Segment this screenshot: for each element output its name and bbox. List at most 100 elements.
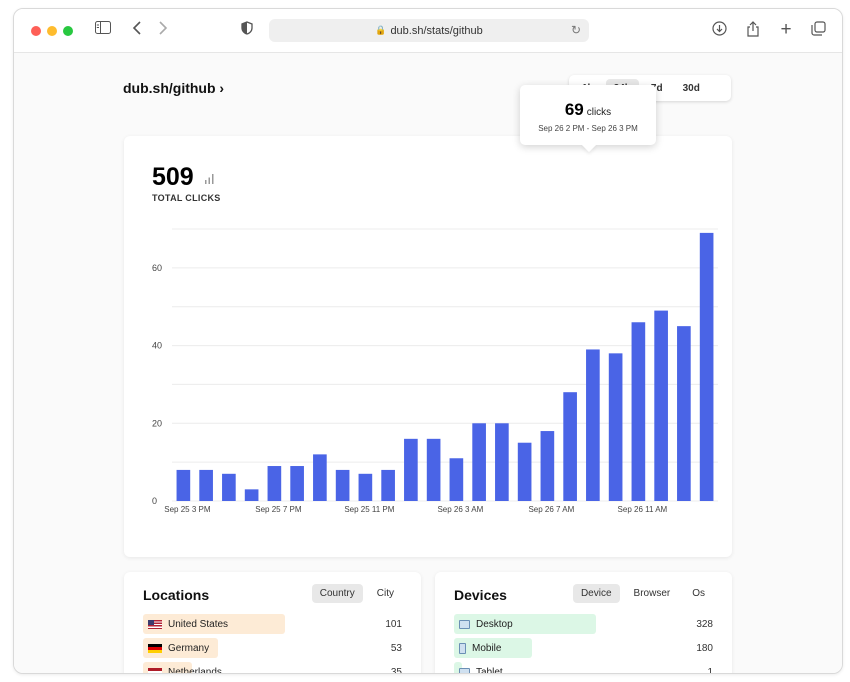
locations-row-count: 35 (390, 667, 402, 674)
devices-tab-browser[interactable]: Browser (625, 584, 679, 603)
forward-icon[interactable] (156, 21, 170, 39)
total-clicks-label: TOTAL CLICKS (152, 193, 221, 203)
x-tick-label: Sep 25 3 PM (164, 505, 211, 514)
bar-12[interactable] (449, 458, 464, 501)
minimize-window-button[interactable] (47, 26, 57, 36)
y-tick-label: 0 (152, 496, 157, 506)
devices-row-count: 180 (696, 643, 713, 654)
locations-panel: Locations Country City United States 101 Ge… (124, 572, 421, 674)
locations-row-label: United States (148, 619, 228, 630)
devices-row[interactable]: Tablet 1 (454, 662, 713, 673)
privacy-shield-icon[interactable] (240, 21, 254, 39)
bar-15[interactable] (517, 442, 532, 501)
devices-tab-device[interactable]: Device (572, 584, 620, 603)
locations-row[interactable]: Netherlands 35 (143, 662, 402, 674)
devices-row-name: Desktop (476, 619, 513, 630)
locations-row-count: 101 (385, 619, 402, 630)
y-tick-label: 40 (152, 341, 162, 351)
devices-panel: Devices Device Browser Os Desktop 328 Mobile… (435, 572, 732, 673)
flag-de-icon (148, 644, 162, 653)
devices-row[interactable]: Desktop 328 (454, 614, 713, 634)
x-tick-label: Sep 26 11 AM (618, 505, 668, 514)
bar-2[interactable] (222, 473, 236, 501)
tooltip-value: 69 (564, 100, 584, 119)
devices-row-bar (454, 614, 597, 634)
browser-toolbar: 🔒 dub.sh/stats/github ↻ + (14, 9, 842, 53)
close-window-button[interactable] (31, 26, 41, 36)
locations-tab-city[interactable]: City (368, 584, 402, 603)
bar-5[interactable] (290, 466, 304, 501)
download-icon[interactable] (711, 21, 727, 39)
chevron-right-icon: › (219, 80, 225, 96)
locations-title: Locations (143, 587, 210, 603)
bar-23[interactable] (699, 232, 714, 501)
bar-7[interactable] (335, 469, 350, 501)
maximize-window-button[interactable] (63, 26, 73, 36)
locations-row-name: Netherlands (168, 667, 222, 674)
bar-18[interactable] (586, 349, 600, 501)
locations-row-bar (143, 638, 218, 658)
tooltip-unit: clicks (586, 107, 612, 118)
devices-row-label: Mobile (459, 643, 501, 654)
devices-tabs: Device Browser Os (572, 584, 713, 603)
x-tick-label: Sep 26 7 AM (528, 505, 574, 514)
bar-10[interactable] (404, 438, 418, 501)
reload-icon[interactable]: ↻ (570, 23, 581, 37)
bar-22[interactable] (677, 326, 691, 501)
bar-14[interactable] (495, 423, 509, 501)
address-bar[interactable]: 🔒 dub.sh/stats/github ↻ (269, 19, 589, 42)
y-tick-label: 60 (152, 263, 162, 273)
y-tick-label: 20 (152, 418, 162, 428)
locations-row-label: Germany (148, 643, 209, 654)
sidebar-toggle-icon[interactable] (94, 21, 112, 39)
flag-us-icon (148, 620, 162, 629)
x-tick-label: Sep 26 3 AM (437, 505, 483, 514)
desktop-icon (459, 620, 470, 629)
bar-13[interactable] (472, 423, 486, 501)
bar-11[interactable] (426, 438, 441, 501)
locations-row-bar (143, 614, 286, 634)
link-title[interactable]: dub.sh/github › (123, 80, 224, 96)
page-content: dub.sh/github › 1h24h7d30d 509 TOTAL CLI… (14, 54, 842, 674)
bar-19[interactable] (608, 353, 623, 501)
locations-row-label: Netherlands (148, 667, 222, 674)
bar-21[interactable] (654, 310, 668, 501)
link-title-text: dub.sh/github (123, 80, 216, 96)
tab-overview-icon[interactable] (810, 21, 826, 39)
url-text: dub.sh/stats/github (390, 24, 483, 37)
bar-3[interactable] (244, 489, 259, 501)
mobile-icon (459, 643, 466, 654)
chart-tooltip: 69 clicks Sep 26 2 PM - Sep 26 3 PM (520, 85, 656, 153)
devices-row[interactable]: Mobile 180 (454, 638, 713, 658)
total-clicks-value: 509 (152, 163, 194, 191)
devices-tab-os[interactable]: Os (684, 584, 713, 603)
locations-row[interactable]: Germany 53 (143, 638, 402, 658)
bar-0[interactable] (176, 469, 191, 501)
locations-row[interactable]: United States 101 (143, 614, 402, 634)
bar-1[interactable] (199, 469, 213, 501)
devices-row-bar (454, 662, 462, 673)
bar-20[interactable] (631, 322, 646, 501)
locations-row-bar (143, 662, 193, 673)
locations-row-count: 53 (390, 643, 402, 654)
bar-chart-icon (204, 173, 215, 187)
flag-nl-icon (148, 668, 162, 673)
bar-8[interactable] (358, 473, 373, 501)
x-tick-label: Sep 25 11 PM (344, 505, 394, 514)
share-icon[interactable] (745, 21, 761, 39)
back-icon[interactable] (130, 21, 144, 39)
bar-4[interactable] (267, 466, 282, 501)
devices-row-label: Desktop (459, 619, 513, 630)
new-tab-icon[interactable]: + (780, 19, 792, 40)
bar-17[interactable] (563, 392, 577, 501)
locations-tab-country[interactable]: Country (311, 584, 363, 603)
range-30d-button[interactable]: 30d (682, 82, 700, 94)
locations-row-name: Germany (168, 643, 210, 654)
x-tick-label: Sep 25 7 PM (255, 505, 302, 514)
lock-icon: 🔒 (375, 25, 387, 35)
range-7d-button[interactable]: 7d (650, 82, 663, 94)
bar-16[interactable] (540, 431, 555, 501)
bar-6[interactable] (313, 454, 327, 501)
bar-9[interactable] (381, 469, 395, 501)
devices-row-name: Mobile (472, 643, 502, 654)
